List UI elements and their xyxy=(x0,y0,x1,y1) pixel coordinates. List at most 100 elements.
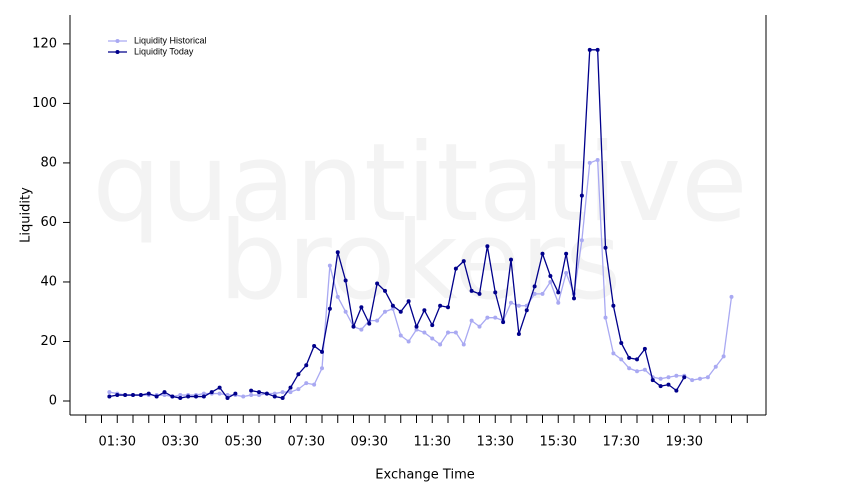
point xyxy=(509,257,513,262)
point xyxy=(469,288,474,293)
legend-label: Liquidity Today xyxy=(134,46,194,56)
point xyxy=(611,303,616,308)
point xyxy=(280,396,285,401)
point xyxy=(320,366,324,371)
point xyxy=(312,382,317,387)
point xyxy=(674,373,679,378)
point xyxy=(595,157,600,162)
point xyxy=(383,288,387,293)
point xyxy=(123,393,128,398)
point xyxy=(288,390,293,395)
point xyxy=(257,390,261,395)
x-tick-label: 07:30 xyxy=(288,435,325,450)
y-tick-label: 120 xyxy=(32,36,57,51)
point xyxy=(186,394,191,399)
point xyxy=(446,305,450,310)
point xyxy=(170,394,175,399)
point xyxy=(430,323,435,328)
point xyxy=(587,160,592,165)
point xyxy=(320,349,324,354)
point xyxy=(272,391,277,396)
point xyxy=(469,318,474,323)
watermark: quantitative xyxy=(92,121,747,246)
point xyxy=(477,291,482,296)
point xyxy=(107,390,112,395)
x-tick-label: 09:30 xyxy=(351,435,388,450)
x-tick-label: 13:30 xyxy=(477,435,514,450)
point xyxy=(406,339,411,344)
x-tick-label: 19:30 xyxy=(666,435,703,450)
point xyxy=(209,390,214,395)
point xyxy=(453,266,458,271)
point xyxy=(115,393,120,398)
point xyxy=(178,393,183,398)
point xyxy=(296,387,301,392)
point xyxy=(611,351,616,356)
x-axis-label: Exchange Time xyxy=(375,468,474,483)
point xyxy=(713,364,718,369)
x-tick-label: 11:30 xyxy=(414,435,451,450)
watermark: brokers xyxy=(219,199,621,324)
point xyxy=(674,388,679,393)
x-tick-label: 03:30 xyxy=(162,435,199,450)
point xyxy=(351,324,356,329)
point xyxy=(493,290,498,295)
point xyxy=(131,393,135,398)
point xyxy=(225,396,230,401)
point xyxy=(217,385,222,390)
point xyxy=(146,391,151,396)
point xyxy=(642,346,647,351)
y-tick-label: 100 xyxy=(32,96,57,111)
point xyxy=(201,394,206,399)
point xyxy=(414,324,419,329)
point xyxy=(532,284,537,289)
y-tick-label: 40 xyxy=(40,274,57,289)
point xyxy=(540,251,545,256)
point xyxy=(516,332,521,337)
point xyxy=(312,343,317,348)
point xyxy=(430,336,435,341)
point xyxy=(564,251,569,256)
point xyxy=(217,391,222,396)
point xyxy=(194,394,198,399)
point xyxy=(658,376,663,381)
point xyxy=(635,369,639,374)
point xyxy=(485,244,490,249)
point xyxy=(595,47,600,52)
point xyxy=(241,394,246,399)
point xyxy=(288,385,293,390)
point xyxy=(398,309,403,314)
point xyxy=(249,388,254,393)
x-tick-label: 17:30 xyxy=(603,435,640,450)
point xyxy=(327,263,332,268)
point xyxy=(540,291,545,296)
point xyxy=(564,271,569,276)
point xyxy=(359,327,364,332)
point xyxy=(453,330,458,335)
point xyxy=(603,315,608,320)
point xyxy=(579,238,584,243)
point xyxy=(485,315,490,320)
y-tick-label: 60 xyxy=(40,215,57,230)
point xyxy=(304,381,309,386)
point xyxy=(257,393,261,398)
point xyxy=(556,290,561,295)
point xyxy=(461,342,466,347)
point xyxy=(162,393,167,398)
point xyxy=(690,378,695,383)
point xyxy=(587,47,592,52)
point xyxy=(579,193,584,198)
point xyxy=(682,375,687,380)
point xyxy=(343,278,348,283)
y-tick-label: 20 xyxy=(40,334,57,349)
point xyxy=(705,375,710,380)
legend-marker xyxy=(115,39,120,43)
point xyxy=(233,391,238,396)
point xyxy=(422,330,427,335)
x-tick-label: 05:30 xyxy=(225,435,262,450)
point xyxy=(729,294,734,299)
point xyxy=(461,259,466,264)
point xyxy=(107,394,112,399)
point xyxy=(438,303,443,308)
